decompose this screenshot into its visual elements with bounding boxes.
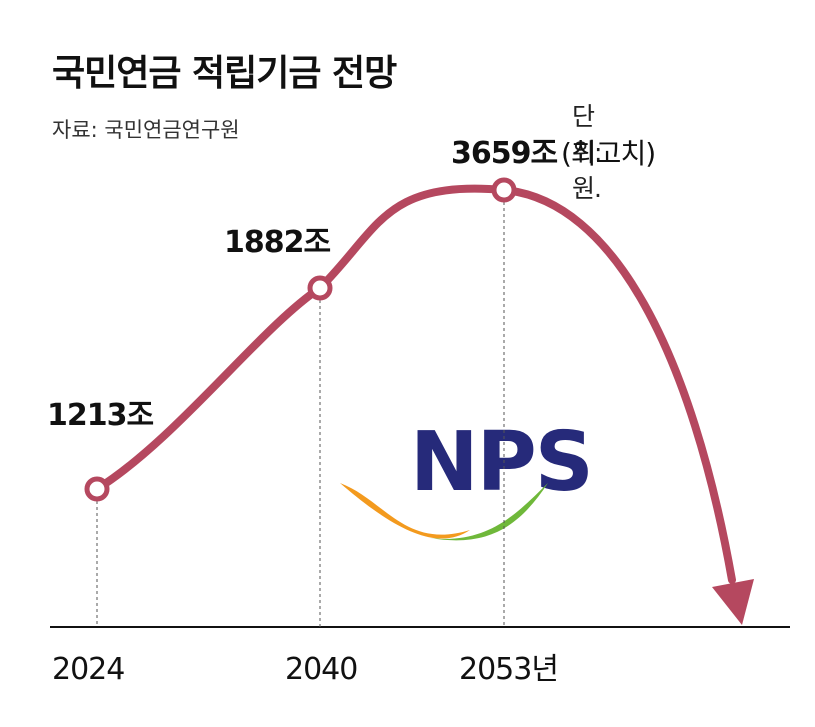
fund-curve bbox=[93, 184, 736, 584]
data-label: 1882조 bbox=[224, 225, 330, 260]
data-point bbox=[84, 476, 110, 502]
x-tick-label: 2053년 bbox=[459, 652, 558, 687]
data-label: 1213조 bbox=[47, 398, 153, 433]
data-point bbox=[307, 275, 333, 301]
logo-text: NPS bbox=[410, 415, 592, 510]
logo-swoosh-orange bbox=[340, 483, 470, 539]
chart-title: 국민연금 적립기금 전망 단위: 원. bbox=[52, 53, 602, 203]
x-tick-label: 2040 bbox=[285, 652, 357, 687]
peak-note: (최고치) bbox=[561, 137, 655, 170]
nps-logo: NPS bbox=[340, 415, 594, 541]
source-label: 자료: 국민연금연구원 bbox=[52, 118, 240, 142]
data-point bbox=[491, 177, 517, 203]
decline-arrowhead bbox=[712, 579, 754, 625]
unit-label: 단위: 원. bbox=[572, 102, 602, 203]
data-label: 3659조 bbox=[451, 136, 557, 171]
logo-swoosh-green bbox=[430, 483, 548, 541]
x-tick-label: 2024 bbox=[52, 652, 124, 687]
